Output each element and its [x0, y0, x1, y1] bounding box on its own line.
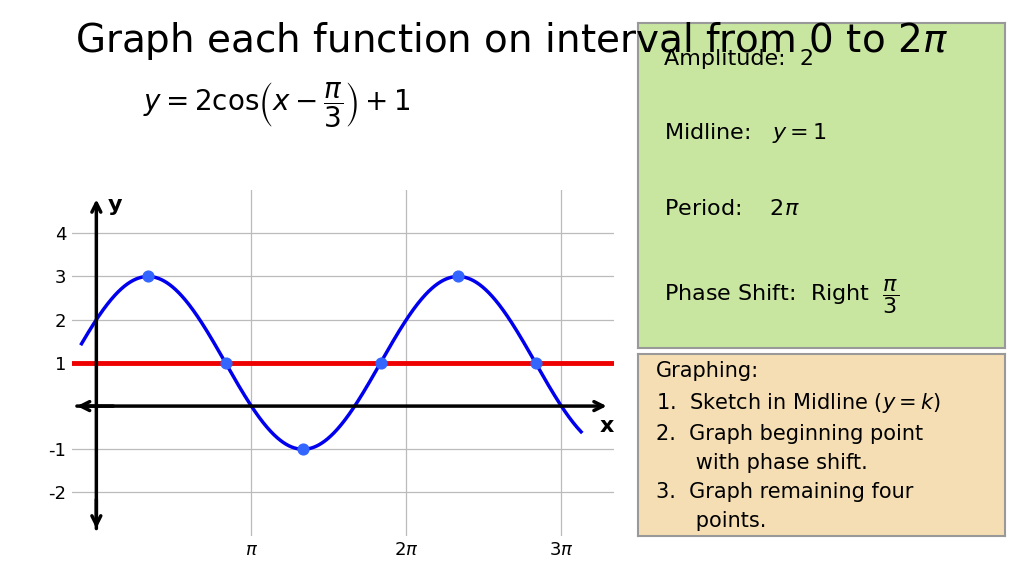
Point — [140, 272, 157, 281]
Text: Period:    $2\pi$: Period: $2\pi$ — [664, 199, 800, 219]
Point — [295, 445, 311, 454]
Text: Phase Shift:  Right  $\dfrac{\pi}{3}$: Phase Shift: Right $\dfrac{\pi}{3}$ — [664, 277, 899, 316]
Text: Graph each function on interval from 0 to $2\pi$: Graph each function on interval from 0 t… — [76, 20, 948, 62]
Text: Midline:   $y = 1$: Midline: $y = 1$ — [664, 121, 826, 145]
Text: $y = 2\cos\!\left(x - \dfrac{\pi}{3}\right) + 1$: $y = 2\cos\!\left(x - \dfrac{\pi}{3}\rig… — [142, 81, 411, 130]
Text: Amplitude:  2: Amplitude: 2 — [664, 49, 814, 69]
Text: Graphing:
1.  Sketch in Midline $(y = k)$
2.  Graph beginning point
      with p: Graphing: 1. Sketch in Midline $(y = k)$… — [656, 362, 941, 530]
Point — [450, 272, 466, 281]
Text: x: x — [600, 416, 614, 435]
Point — [217, 358, 233, 367]
Text: y: y — [108, 195, 122, 215]
Point — [527, 358, 544, 367]
Point — [373, 358, 389, 367]
